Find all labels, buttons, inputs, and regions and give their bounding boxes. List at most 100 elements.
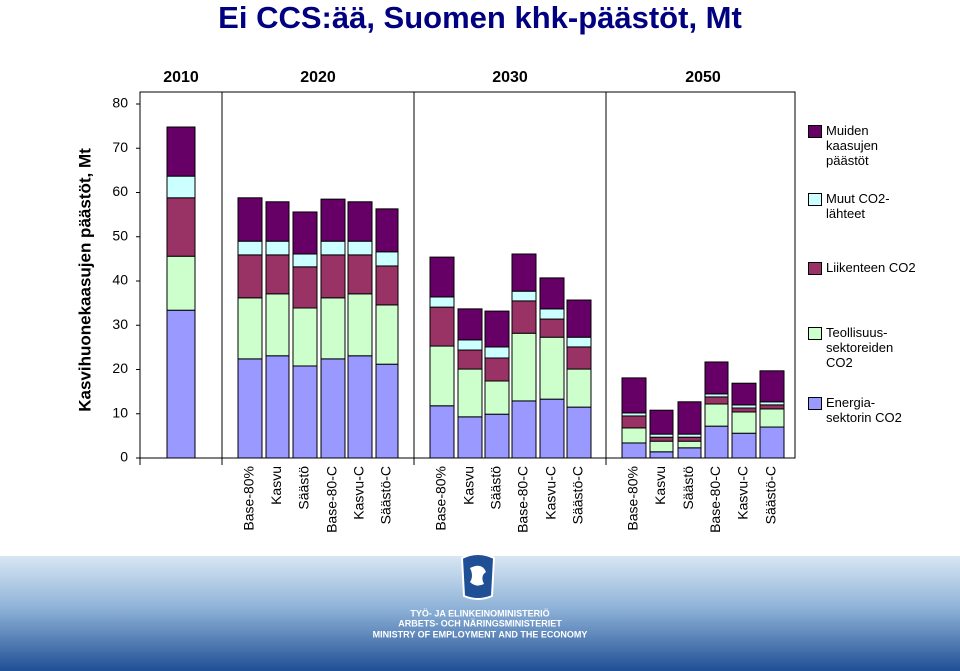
x-tick-label: Säästö	[680, 466, 696, 510]
legend-swatch	[808, 193, 822, 206]
bar-segment	[731, 382, 757, 406]
footer-text: ARBETS- OCH NÄRINGSMINISTERIET	[398, 618, 562, 628]
logo	[460, 553, 496, 600]
bar-segment	[347, 293, 373, 357]
bar-segment	[347, 355, 373, 459]
legend-swatch	[808, 125, 822, 138]
bar-segment	[704, 396, 729, 405]
bar-segment	[457, 368, 483, 418]
bar-segment	[704, 361, 729, 395]
y-tick-label: 10	[112, 404, 128, 420]
bar-segment	[484, 413, 510, 459]
bar-segment	[429, 256, 455, 298]
bar-segment	[649, 409, 674, 435]
bar-segment	[539, 318, 565, 338]
x-tick-label: Kasvu	[461, 466, 477, 505]
legend-label: Muut CO2-lähteet	[826, 191, 890, 221]
group-label: 2050	[685, 69, 721, 86]
chart-title: Ei CCS:ää, Suomen khk-päästöt, Mt	[218, 0, 742, 35]
x-tick-label: Base-80-C	[324, 466, 340, 533]
bar-segment	[166, 126, 196, 177]
bar-segment	[621, 427, 647, 444]
y-tick-label: 20	[112, 360, 128, 376]
legend-swatch	[808, 397, 822, 410]
bar-segment	[759, 408, 785, 428]
bar-segment	[511, 253, 537, 292]
legend-label: Muiden kaasujen päästöt	[826, 123, 879, 168]
bar-segment	[292, 307, 318, 367]
bar-segment	[347, 254, 373, 295]
bar-segment	[759, 404, 785, 410]
group-label: 2030	[492, 69, 528, 86]
legend-swatch	[808, 327, 822, 340]
y-axis-title: Kasvihuonekaasujen päästöt, Mt	[75, 148, 94, 412]
bar-segment	[539, 398, 565, 459]
y-tick-label: 60	[112, 183, 128, 199]
x-tick-label: Base-80%	[433, 466, 449, 531]
bar-segment	[429, 306, 455, 347]
y-tick-label: 0	[120, 449, 128, 465]
bar-segment	[347, 240, 373, 256]
bar-segment	[166, 197, 196, 257]
y-tick-label: 30	[112, 316, 128, 332]
x-tick-label: Säästö-C	[763, 466, 779, 524]
x-tick-label: Kasvu-C	[543, 466, 559, 520]
x-tick-label: Kasvu	[268, 466, 284, 505]
x-tick-label: Base-80-C	[515, 466, 531, 533]
x-tick-label: Säästö-C	[570, 466, 586, 524]
bar-segment	[265, 240, 290, 256]
bar-segment	[320, 240, 346, 256]
bar-segment	[375, 265, 399, 306]
x-tick-label: Base-80%	[241, 466, 257, 531]
bar-segment	[731, 432, 757, 459]
bar-segment	[704, 425, 729, 459]
bar-segment	[265, 293, 290, 357]
group-label: 2020	[300, 69, 336, 86]
x-tick-label: Kasvu	[652, 466, 668, 505]
bar-segment	[566, 336, 592, 348]
bar-segment	[677, 401, 702, 435]
x-tick-label: Säästö-C	[378, 466, 394, 524]
bar-segment	[566, 368, 592, 408]
bar-segment	[320, 297, 346, 360]
bar-segment	[759, 426, 785, 459]
bar-segment	[621, 442, 647, 459]
bar-segment	[429, 296, 455, 308]
bar-segment	[237, 240, 263, 256]
bar-segment	[621, 377, 647, 414]
bar-segment	[566, 299, 592, 338]
y-tick-label: 50	[112, 227, 128, 243]
bar-segment	[166, 175, 196, 199]
bar-segment	[649, 436, 674, 442]
bar-segment	[292, 253, 318, 268]
bar-segment	[375, 251, 399, 267]
bar-segment	[265, 254, 290, 295]
bar-segment	[375, 304, 399, 365]
legend-swatch	[808, 262, 822, 275]
footer-text: TYÖ- JA ELINKEINOMINISTERIÖ	[410, 608, 549, 618]
bar-segment	[731, 407, 757, 413]
bar-segment	[347, 201, 373, 242]
bar-segment	[649, 440, 674, 453]
bar-segment	[265, 355, 290, 459]
bar-segment	[731, 411, 757, 434]
bar-segment	[511, 300, 537, 334]
bar-segment	[704, 403, 729, 427]
bar-segment	[320, 358, 346, 459]
bar-segment	[292, 211, 318, 255]
x-tick-label: Kasvu-C	[735, 466, 751, 520]
x-tick-label: Kasvu-C	[351, 466, 367, 520]
bar-segment	[677, 447, 702, 459]
legend-label: Energia-sektorin CO2	[826, 395, 902, 425]
bar-segment	[237, 358, 263, 459]
y-tick-label: 40	[112, 272, 128, 288]
bar-segment	[621, 415, 647, 429]
footer-text: MINISTRY OF EMPLOYMENT AND THE ECONOMY	[373, 629, 588, 639]
bar-segment	[566, 346, 592, 370]
bar-segment	[457, 339, 483, 351]
bar-segment	[484, 380, 510, 415]
bar-segment	[484, 357, 510, 382]
bar-segment	[511, 290, 537, 302]
bar-segment	[457, 308, 483, 341]
